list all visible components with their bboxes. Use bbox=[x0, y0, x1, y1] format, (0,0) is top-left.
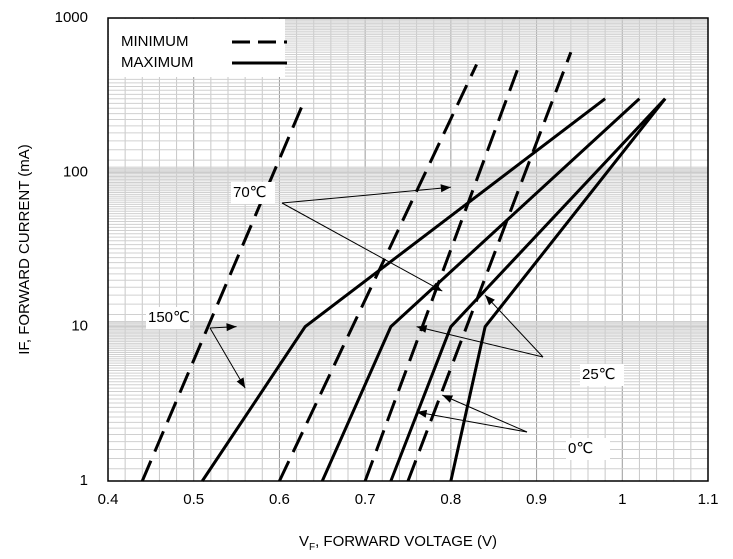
x-tick-label: 1.1 bbox=[698, 491, 719, 508]
y-tick-label: 1000 bbox=[55, 9, 88, 26]
x-tick-label: 0.8 bbox=[440, 491, 461, 508]
annotation-label-bg bbox=[566, 438, 610, 460]
annotation-arrow-line bbox=[416, 326, 544, 358]
annotation-arrowhead bbox=[440, 184, 451, 193]
legend-label: MAXIMUM bbox=[121, 54, 194, 71]
annotation-label-bg bbox=[146, 307, 190, 329]
tick-labels: 0.4 0.5 0.6 0.7 0.8 0.9 1 1.1 1 10 100 1000 bbox=[55, 9, 719, 508]
legend-label: MINIMUM bbox=[121, 33, 189, 50]
annotation-arrow-line bbox=[484, 294, 544, 358]
x-tick-label: 0.9 bbox=[526, 491, 547, 508]
series-line-solid bbox=[201, 97, 607, 482]
x-axis-label-sub: F bbox=[309, 542, 315, 553]
series-line-solid bbox=[449, 97, 667, 482]
annotation-arrow-line bbox=[281, 202, 443, 292]
y-tick-label: 10 bbox=[71, 318, 88, 335]
plot-frame bbox=[107, 17, 709, 482]
y-tick-label: 100 bbox=[63, 163, 88, 180]
annotation-arrowhead bbox=[416, 325, 428, 333]
x-axis-label: VF, FORWARD VOLTAGE (V) bbox=[299, 533, 497, 553]
annotations-group: 70℃ 150℃ 25℃ 0℃ bbox=[146, 182, 624, 460]
annotation-arrowhead bbox=[442, 395, 454, 403]
y-axis-label: IF, FORWARD CURRENT (mA) bbox=[16, 144, 33, 355]
y-tick-label: 1 bbox=[80, 472, 88, 489]
annotation-arrowhead bbox=[226, 323, 237, 332]
series-line-dashed bbox=[140, 98, 307, 482]
series-line-solid bbox=[389, 97, 667, 482]
grid bbox=[108, 18, 708, 481]
annotation-label: 25℃ bbox=[582, 366, 616, 383]
x-tick-label: 0.6 bbox=[269, 491, 290, 508]
series-line-dashed bbox=[406, 51, 573, 482]
annotation-arrowhead bbox=[236, 377, 246, 389]
series-group bbox=[140, 51, 667, 482]
x-tick-label: 0.7 bbox=[355, 491, 376, 508]
x-axis-label-rest: , FORWARD VOLTAGE (V) bbox=[315, 533, 497, 550]
legend-box bbox=[109, 19, 285, 77]
annotation-label: 70℃ bbox=[233, 184, 267, 201]
x-tick-label: 1 bbox=[618, 491, 626, 508]
annotation-label: 0℃ bbox=[568, 440, 593, 457]
annotation-arrow-line bbox=[281, 186, 451, 204]
annotation-arrowhead bbox=[431, 282, 443, 292]
annotation-arrow-line bbox=[416, 411, 528, 433]
series-line-dashed bbox=[363, 63, 521, 482]
annotation-label-bg bbox=[231, 182, 275, 204]
x-axis-label-main: V bbox=[299, 533, 309, 550]
annotation-arrowhead bbox=[485, 295, 495, 306]
series-line-solid bbox=[320, 97, 641, 482]
annotation-arrowhead bbox=[416, 409, 428, 418]
annotation-label: 150℃ bbox=[148, 309, 190, 326]
annotation-arrow-line bbox=[442, 394, 528, 433]
annotation-arrow-line bbox=[209, 327, 246, 389]
annotation-label-bg bbox=[580, 364, 624, 386]
x-tick-label: 0.5 bbox=[183, 491, 204, 508]
legend: MINIMUM MAXIMUM bbox=[109, 19, 287, 77]
x-tick-label: 0.4 bbox=[98, 491, 119, 508]
